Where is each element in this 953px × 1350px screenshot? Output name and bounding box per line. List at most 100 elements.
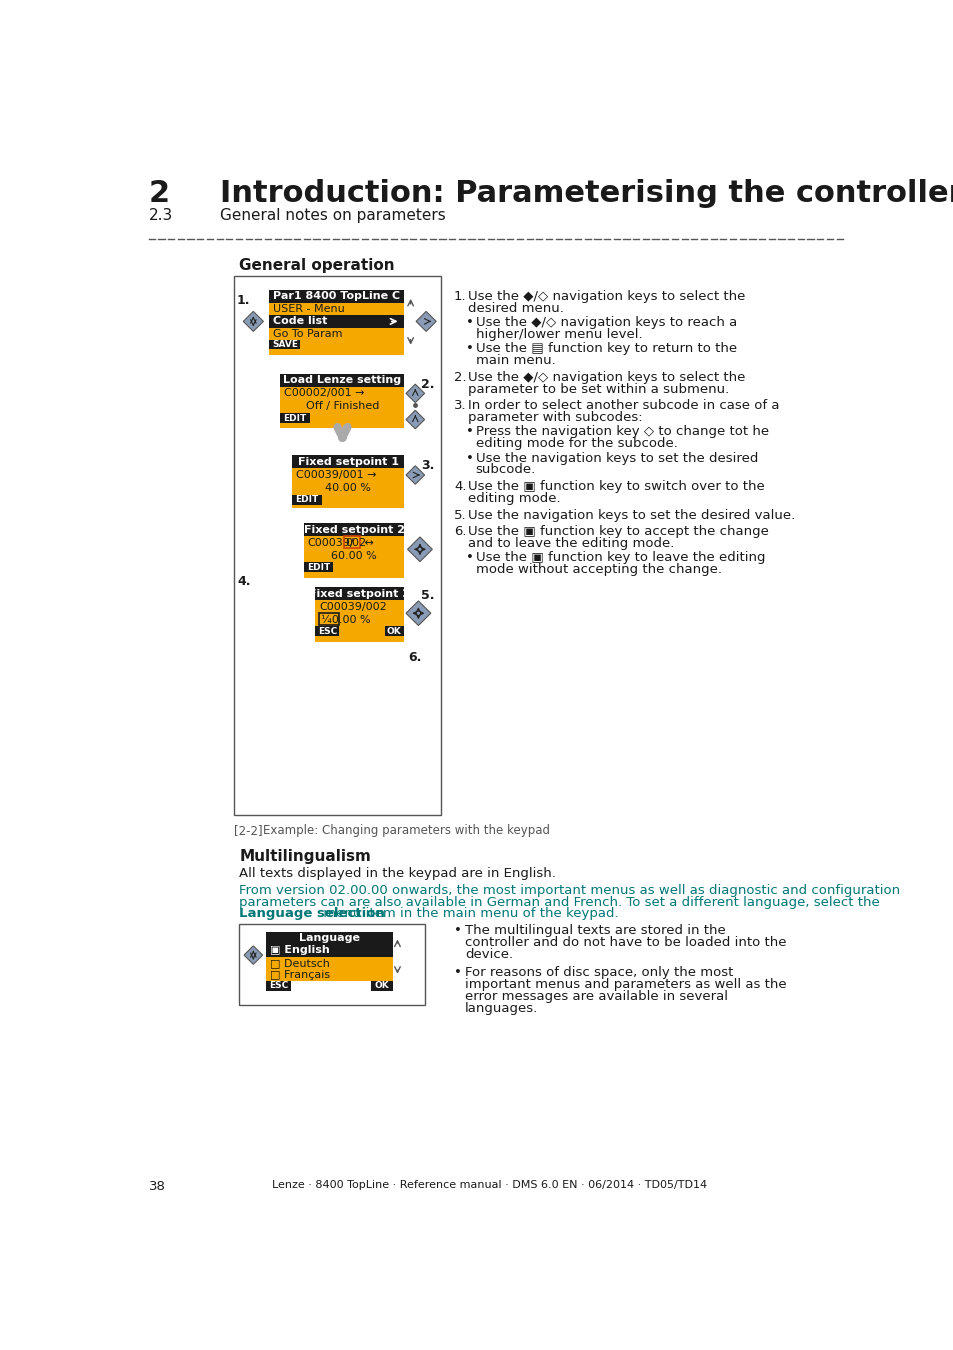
Text: important menus and parameters as well as the: important menus and parameters as well a… xyxy=(464,979,785,991)
Bar xyxy=(385,626,404,636)
Text: 2.: 2. xyxy=(454,371,466,383)
Text: parameter to be set within a submenu.: parameter to be set within a submenu. xyxy=(468,382,728,396)
Text: 002: 002 xyxy=(344,537,366,548)
Text: C00002/001 →: C00002/001 → xyxy=(284,389,364,398)
Text: Introduction: Parameterising the controller: Introduction: Parameterising the control… xyxy=(220,180,953,208)
Text: All texts displayed in the keypad are in English.: All texts displayed in the keypad are in… xyxy=(239,867,556,880)
Text: Use the ◆/◇ navigation keys to reach a: Use the ◆/◇ navigation keys to reach a xyxy=(476,316,737,329)
Bar xyxy=(269,290,404,302)
Text: Use the ▣ function key to switch over to the: Use the ▣ function key to switch over to… xyxy=(468,481,764,493)
Text: 2: 2 xyxy=(149,180,170,208)
Text: EDIT: EDIT xyxy=(307,563,330,572)
Bar xyxy=(319,613,339,625)
Text: •: • xyxy=(454,925,461,937)
Text: ↔: ↔ xyxy=(360,537,374,548)
Text: mode without accepting the change.: mode without accepting the change. xyxy=(476,563,721,576)
Text: 2.: 2. xyxy=(421,378,435,390)
Bar xyxy=(303,524,404,536)
Text: Use the navigation keys to set the desired value.: Use the navigation keys to set the desir… xyxy=(468,509,795,521)
Bar xyxy=(280,413,310,423)
Bar xyxy=(315,587,404,641)
Text: 38: 38 xyxy=(149,1180,166,1193)
Text: □ Français: □ Français xyxy=(270,971,330,980)
Text: EDIT: EDIT xyxy=(294,495,318,504)
Text: Use the ▣ function key to accept the change: Use the ▣ function key to accept the cha… xyxy=(468,525,768,539)
Text: ESC: ESC xyxy=(318,626,337,636)
Text: languages.: languages. xyxy=(464,1002,537,1015)
Bar xyxy=(280,374,404,387)
Bar xyxy=(280,374,404,428)
Text: Load Lenze setting: Load Lenze setting xyxy=(283,375,401,385)
Text: Fixed setpoint 2: Fixed setpoint 2 xyxy=(303,525,404,535)
Text: parameters can are also available in German and French. To set a different langu: parameters can are also available in Ger… xyxy=(239,896,880,909)
Bar xyxy=(292,494,321,505)
Text: Use the ▤ function key to return to the: Use the ▤ function key to return to the xyxy=(476,342,736,355)
Text: SAVE: SAVE xyxy=(272,340,297,350)
Text: •: • xyxy=(466,451,474,464)
Bar xyxy=(303,524,404,578)
Text: 60.00 %: 60.00 % xyxy=(331,551,376,560)
Text: •: • xyxy=(466,316,474,329)
Bar xyxy=(315,626,338,636)
Text: Multilingualism: Multilingualism xyxy=(239,849,371,864)
Text: 1.: 1. xyxy=(236,294,251,306)
Text: main menu.: main menu. xyxy=(476,354,555,367)
Bar xyxy=(292,455,404,508)
Text: 6.: 6. xyxy=(408,651,421,664)
Bar xyxy=(266,931,393,944)
Text: C00039/: C00039/ xyxy=(307,537,354,548)
Bar xyxy=(266,969,393,981)
Text: 40.00 %: 40.00 % xyxy=(325,483,371,493)
Bar xyxy=(269,340,299,350)
Polygon shape xyxy=(416,312,436,331)
Text: subcode.: subcode. xyxy=(476,463,536,477)
Text: •: • xyxy=(466,342,474,355)
Text: 3.: 3. xyxy=(421,459,435,472)
Text: General operation: General operation xyxy=(239,258,395,273)
Polygon shape xyxy=(406,385,424,402)
Text: editing mode for the subcode.: editing mode for the subcode. xyxy=(476,437,677,451)
Text: Go To Param: Go To Param xyxy=(273,328,342,339)
Text: Code list: Code list xyxy=(273,316,327,327)
Text: C00039/001 →: C00039/001 → xyxy=(295,470,376,481)
Text: 6.: 6. xyxy=(454,525,466,539)
Text: [2-2]: [2-2] xyxy=(233,825,262,837)
Bar xyxy=(266,957,393,969)
Polygon shape xyxy=(406,466,424,485)
Text: parameter with subcodes:: parameter with subcodes: xyxy=(468,412,642,424)
Text: 4.: 4. xyxy=(236,575,251,589)
Text: ▣ English: ▣ English xyxy=(270,945,329,956)
Text: EDIT: EDIT xyxy=(283,413,307,423)
Text: Use the ◆/◇ navigation keys to select the: Use the ◆/◇ navigation keys to select th… xyxy=(468,371,744,383)
Text: controller and do not have to be loaded into the: controller and do not have to be loaded … xyxy=(464,937,785,949)
Bar xyxy=(371,981,393,991)
Bar xyxy=(239,925,425,1006)
Text: Press the navigation key ◇ to change tot he: Press the navigation key ◇ to change tot… xyxy=(476,425,768,439)
Text: Fixed setpoint 1: Fixed setpoint 1 xyxy=(297,456,398,467)
Text: Use the navigation keys to set the desired: Use the navigation keys to set the desir… xyxy=(476,451,758,464)
Text: •: • xyxy=(454,967,461,979)
Bar xyxy=(269,290,404,355)
Text: 5.: 5. xyxy=(454,509,466,521)
Bar xyxy=(292,455,404,468)
Text: Fixed setpoint 2: Fixed setpoint 2 xyxy=(309,589,410,598)
Text: Par1 8400 TopLine C: Par1 8400 TopLine C xyxy=(273,292,399,301)
Bar xyxy=(344,536,360,548)
Text: 3.: 3. xyxy=(454,400,466,412)
Text: From version 02.00.00 onwards, the most important menus as well as diagnostic an: From version 02.00.00 onwards, the most … xyxy=(239,884,900,898)
Text: Off / Finished: Off / Finished xyxy=(306,401,378,412)
Text: menu item in the main menu of the keypad.: menu item in the main menu of the keypad… xyxy=(319,907,618,921)
Polygon shape xyxy=(244,946,262,964)
Text: •: • xyxy=(466,551,474,564)
Text: Example: Changing parameters with the keypad: Example: Changing parameters with the ke… xyxy=(263,825,550,837)
Text: Language selection: Language selection xyxy=(239,907,385,921)
Text: General notes on parameters: General notes on parameters xyxy=(220,208,445,223)
Text: □ Deutsch: □ Deutsch xyxy=(270,957,329,968)
Text: 5.: 5. xyxy=(421,590,435,602)
Bar xyxy=(266,944,393,957)
Bar xyxy=(303,563,333,572)
Text: OK: OK xyxy=(387,626,401,636)
Polygon shape xyxy=(407,537,432,562)
Text: 1.: 1. xyxy=(454,290,466,302)
Text: USER - Menu: USER - Menu xyxy=(273,304,344,315)
